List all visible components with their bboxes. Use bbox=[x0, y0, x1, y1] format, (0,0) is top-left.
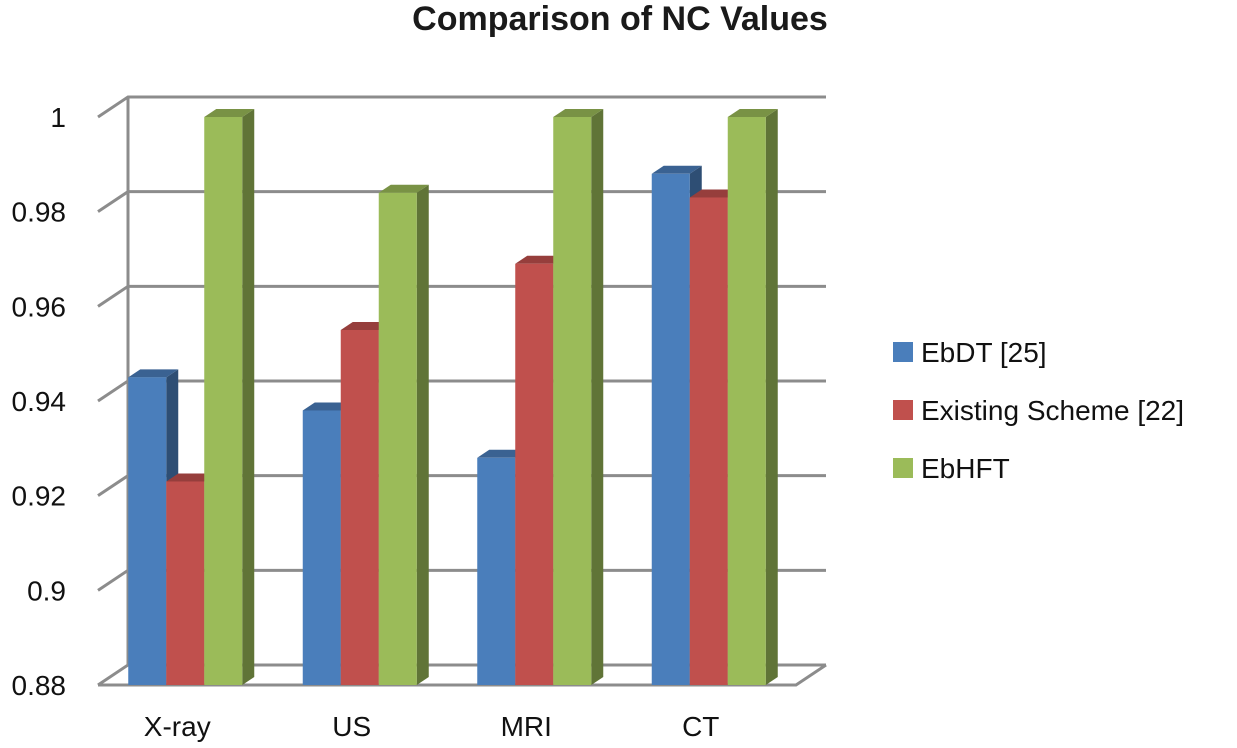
x-axis-categories: X-ray US MRI CT bbox=[144, 711, 720, 742]
bar-front bbox=[340, 330, 379, 685]
legend-item: Existing Scheme [22] bbox=[893, 395, 1184, 426]
y-tick-label: 1 bbox=[50, 102, 66, 133]
bar-x-ray-series-2 bbox=[204, 109, 255, 685]
legend-label: EbDT [25] bbox=[921, 337, 1047, 368]
x-category-label: X-ray bbox=[144, 711, 211, 742]
y-tick-label: 0.96 bbox=[12, 291, 67, 322]
bar-top bbox=[302, 402, 353, 411]
bar-top bbox=[515, 255, 566, 264]
bar-front bbox=[515, 263, 554, 685]
bar-front bbox=[477, 457, 516, 685]
y-tick-label: 0.92 bbox=[12, 481, 67, 512]
legend-item: EbDT [25] bbox=[893, 337, 1047, 368]
bar-side bbox=[416, 184, 429, 685]
bar-top bbox=[340, 322, 391, 330]
bar-top bbox=[378, 184, 429, 193]
bar-front bbox=[689, 197, 728, 685]
legend-swatch bbox=[893, 400, 913, 420]
bar-top bbox=[553, 109, 604, 117]
bar-top bbox=[689, 189, 740, 198]
bar-front bbox=[553, 117, 592, 685]
bar-side bbox=[242, 109, 255, 685]
bar-front bbox=[727, 117, 766, 685]
bar-front bbox=[166, 481, 205, 685]
y-axis-ticks: 0.88 0.9 0.92 0.94 0.96 0.98 1 bbox=[12, 102, 67, 701]
x-category-label: MRI bbox=[501, 711, 552, 742]
x-category-label: CT bbox=[682, 711, 719, 742]
bar-us-series-2 bbox=[378, 184, 429, 685]
bar-top bbox=[651, 165, 702, 174]
y-tick-label: 0.94 bbox=[12, 386, 67, 417]
bar-top bbox=[477, 449, 528, 458]
chart-title: Comparison of NC Values bbox=[412, 0, 828, 38]
bar-ct-series-2 bbox=[727, 109, 778, 685]
bar-front bbox=[302, 410, 341, 685]
y-tick-label: 0.9 bbox=[27, 575, 66, 606]
legend-item: EbHFT bbox=[893, 453, 1010, 484]
bars bbox=[128, 109, 778, 686]
bar-mri-series-2 bbox=[553, 109, 604, 685]
bar-front bbox=[204, 117, 243, 685]
bar-side bbox=[765, 109, 778, 685]
bar-top bbox=[128, 369, 179, 378]
y-tick-label: 0.98 bbox=[12, 197, 67, 228]
bar-front bbox=[651, 173, 690, 686]
x-category-label: US bbox=[332, 711, 371, 742]
gridlines bbox=[97, 95, 827, 687]
legend-swatch bbox=[893, 458, 913, 478]
bar-top bbox=[204, 109, 255, 117]
bar-front bbox=[378, 192, 417, 685]
legend-swatch bbox=[893, 342, 913, 362]
bar-top bbox=[166, 473, 217, 482]
bar-side bbox=[591, 109, 604, 685]
y-tick-label: 0.88 bbox=[12, 670, 67, 701]
bar-front bbox=[128, 377, 167, 685]
legend: EbDT [25] Existing Scheme [22] EbHFT bbox=[893, 337, 1184, 484]
legend-label: EbHFT bbox=[921, 453, 1010, 484]
gridline bbox=[97, 95, 826, 119]
bar-top bbox=[727, 109, 778, 117]
legend-label: Existing Scheme [22] bbox=[921, 395, 1184, 426]
